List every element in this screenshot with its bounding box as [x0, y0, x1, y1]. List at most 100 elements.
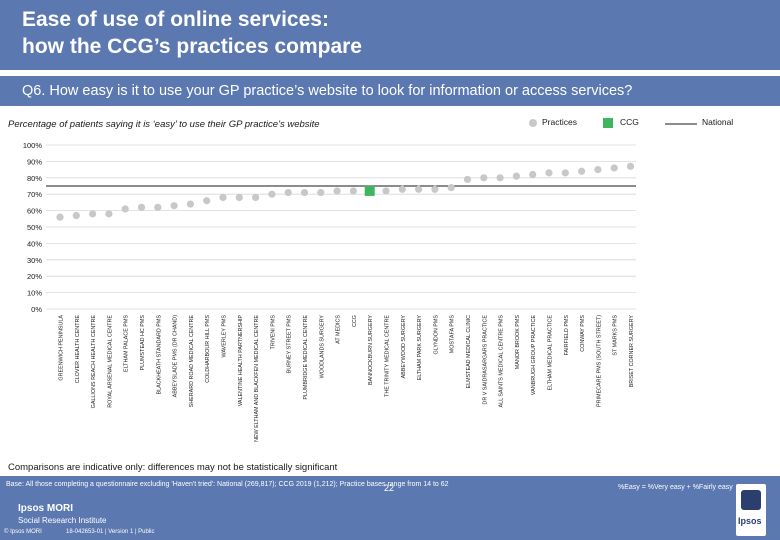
comparisons-note: Comparisons are indicative only: differe…: [8, 462, 338, 473]
practice-marker: [561, 169, 569, 177]
y-tick-label: 50%: [27, 223, 42, 232]
page-number: 22: [384, 483, 395, 493]
category-label: COLDHARBOUR HILL PMS: [205, 315, 211, 383]
y-tick-label: 100%: [23, 141, 43, 150]
footer-banner: Base: All those completing a questionnai…: [0, 476, 780, 540]
legend-ccg-square: [603, 118, 613, 128]
practice-marker: [105, 210, 113, 218]
legend-national-label: National: [702, 117, 734, 127]
practice-marker: [56, 213, 64, 221]
y-tick-label: 40%: [27, 239, 42, 248]
category-label: MANOR BROOK PMS: [515, 315, 521, 370]
category-label: THE TRINITY MEDICAL CENTRE: [385, 315, 391, 397]
y-tick-label: 10%: [27, 289, 42, 298]
y-tick-label: 90%: [27, 157, 42, 166]
category-label: BLACKHEATH STANDARD PMS: [156, 315, 162, 395]
practice-marker: [349, 187, 357, 195]
category-label: WAVERLEY PMS: [222, 315, 228, 358]
practice-marker: [268, 190, 276, 198]
practice-marker: [447, 184, 455, 192]
category-label: GLYNDON PMS: [433, 315, 439, 355]
category-label: SHERARD ROAD MEDICAL CENTRE: [189, 315, 195, 408]
easy-formula: %Easy = %Very easy + %Fairly easy: [618, 484, 733, 491]
practice-marker: [137, 203, 146, 211]
copyright-text: © Ipsos MORI: [4, 529, 42, 535]
category-label: VALENTINE HEALTH PARTNERSHIP: [238, 315, 244, 407]
category-label: BRISET CORNER SURGERY: [629, 315, 635, 388]
practice-marker: [219, 193, 227, 202]
page-title-line2: how the CCG’s practices compare: [22, 35, 362, 58]
category-label: CONWAY PMS: [580, 315, 586, 352]
category-label: VANBRUGH GROUP PRACTICE: [531, 315, 537, 395]
practice-marker: [431, 185, 439, 193]
category-label: PLUMBRIDGE MEDICAL CENTRE: [303, 315, 309, 400]
category-label: ELTHAM PALACE PMS: [124, 315, 130, 372]
legend-ccg-marker: [603, 118, 613, 128]
scatter-chart: 0% 10% 20% 30% 40% 50% 60% 70% 80% 90% 100% GREENWI…: [23, 141, 636, 442]
category-label: CCG: [352, 315, 358, 327]
category-label: ELMSTEAD MEDICAL CLINIC: [466, 315, 472, 389]
legend-practices-label: Practices: [542, 117, 577, 127]
practice-marker: [463, 175, 472, 184]
category-label: PRIMECARE PMS (SOUTH STREET): [596, 315, 602, 407]
practice-marker: [252, 193, 260, 202]
y-tick-label: 80%: [27, 174, 42, 183]
category-label: CLOVER HEALTH CENTRE: [75, 315, 81, 384]
category-label: ALL SAINTS MEDICAL CENTRE PMS: [499, 315, 505, 408]
category-label: ST MARKS PMS: [613, 315, 619, 356]
practice-marker: [300, 188, 309, 197]
category-label: WOODLANDS SURGERY: [319, 315, 325, 379]
category-label: BURNEY STREET PMS: [287, 315, 293, 374]
category-label: ABBEYWOOD SURGERY: [401, 315, 407, 379]
legend-practices-dot: [529, 119, 537, 127]
practice-marker: [235, 193, 243, 202]
chart-subtitle: Percentage of patients saying it is ‘eas…: [8, 119, 320, 130]
y-tick-label: 30%: [27, 256, 42, 265]
practice-marker: [594, 166, 602, 174]
category-label: ELTHAM MEDICAL PRACTICE: [548, 315, 554, 391]
category-label: DR V SAIDRASARGARS PRACTICE: [482, 315, 488, 405]
practice-marker: [610, 164, 618, 172]
practice-marker: [578, 167, 586, 175]
practice-marker: [512, 172, 521, 180]
practice-marker: [154, 203, 162, 211]
ccg-marker: [364, 185, 375, 196]
base-text: Base: All those completing a questionnai…: [6, 481, 449, 488]
practice-marker: [72, 211, 80, 220]
practice-marker: [480, 174, 488, 182]
practice-marker: [170, 202, 178, 210]
brand-subtitle: Social Research Institute: [18, 516, 107, 525]
page-title-line1: Ease of use of online services:: [22, 8, 329, 31]
category-label: PLUMSTEAD HC PMS: [140, 315, 146, 371]
practice-marker: [545, 169, 553, 177]
category-label: AT MEDICS: [336, 315, 342, 344]
practice-marker: [626, 162, 635, 170]
question-text: Q6. How easy is it to use your GP practi…: [22, 83, 633, 99]
legend-national-line: [665, 123, 697, 125]
category-label: ROYAL ARSENAL MEDICAL CENTRE: [107, 315, 113, 408]
y-tick-label: 60%: [27, 207, 42, 216]
y-tick-label: 20%: [27, 272, 42, 281]
category-label: BANNOCKBURN SURGERY: [368, 315, 374, 385]
category-label: ABBEYSLADE PMS (DR CHAND): [173, 315, 179, 398]
practice-marker: [203, 197, 211, 205]
practice-marker: [121, 205, 129, 213]
y-tick-label: 70%: [27, 190, 42, 199]
practice-marker: [333, 187, 341, 195]
brand-name: Ipsos MORI: [18, 503, 74, 514]
category-label: GALLIONS REACH HEALTH CENTRE: [91, 315, 97, 409]
category-label: FAIRFIELD PMS: [564, 315, 570, 356]
category-label: MOSTAFA PMS: [450, 315, 456, 354]
legend-practices-marker: [529, 119, 537, 127]
header-banner: Ease of use of online services: how the …: [0, 0, 780, 70]
legend-ccg-label: CCG: [620, 117, 639, 127]
practice-marker: [382, 187, 390, 195]
y-tick-label: 0%: [31, 305, 42, 314]
practice-marker: [398, 185, 406, 193]
practice-marker: [186, 200, 194, 208]
ipsos-logo-icon: [741, 490, 761, 510]
practice-marker: [496, 174, 504, 182]
category-label: ELTHAM PARK SURGERY: [417, 315, 423, 381]
practice-marker: [284, 188, 292, 197]
page-title: Ease of use of online services: how the …: [22, 6, 542, 60]
